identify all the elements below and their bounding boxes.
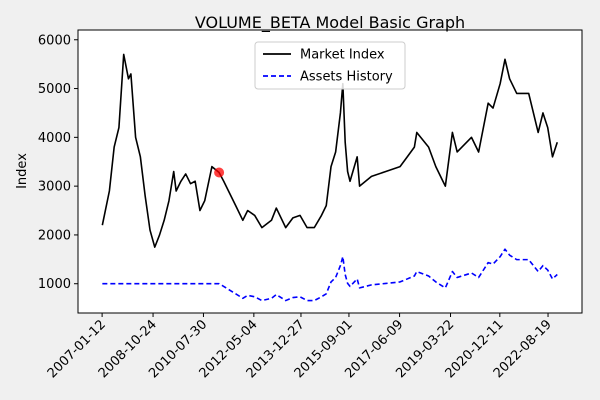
series-line: [102, 248, 558, 302]
legend-label: Assets History: [300, 70, 393, 85]
y-tick-label: 6000: [38, 33, 71, 48]
legend-label: Market Index: [300, 48, 385, 63]
y-tick-label: 5000: [38, 82, 71, 97]
y-tick-label: 3000: [38, 180, 71, 195]
series-line: [101, 53, 559, 248]
y-tick-label: 4000: [38, 131, 71, 146]
legend-box: [254, 41, 406, 90]
axes-frame: [77, 29, 583, 314]
chart-title: VOLUME_BETA Model Basic Graph: [195, 13, 465, 33]
y-tick-label: 2000: [38, 228, 71, 243]
y-axis-label: Index: [15, 153, 30, 189]
y-tick-label: 1000: [38, 277, 71, 292]
highlight-marker: [214, 167, 225, 178]
